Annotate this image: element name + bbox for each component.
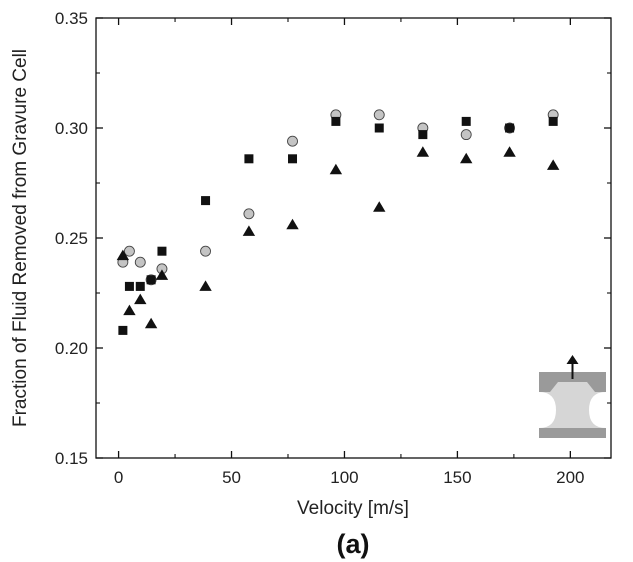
y-tick-label: 0.35 (55, 9, 88, 28)
x-tick-label: 100 (330, 468, 358, 487)
gravure-cell-icon (539, 355, 606, 438)
circle-point (243, 208, 255, 220)
square-point (548, 116, 558, 126)
square-point (146, 275, 156, 285)
x-tick-label: 0 (114, 468, 123, 487)
data-points (116, 109, 560, 335)
square-point (461, 116, 471, 126)
circle-point (123, 245, 135, 257)
square-point (418, 130, 428, 140)
square-point (288, 154, 298, 164)
circle-point (460, 129, 472, 141)
triangle-point (116, 249, 130, 261)
triangle-point (329, 163, 343, 175)
x-tick-label: 150 (443, 468, 471, 487)
x-tick-label: 50 (222, 468, 241, 487)
axis-ticks (96, 17, 611, 459)
x-tick-label: 200 (556, 468, 584, 487)
square-point (374, 123, 384, 133)
y-tick-label: 0.30 (55, 119, 88, 138)
square-point (118, 325, 128, 335)
triangle-point (373, 201, 386, 212)
square-point (157, 246, 167, 256)
y-tick-label: 0.15 (55, 449, 88, 468)
triangle-point (144, 317, 158, 329)
triangle-point (134, 293, 147, 305)
triangle-point (503, 146, 516, 157)
y-tick-label: 0.20 (55, 339, 88, 358)
triangle-point (242, 225, 256, 236)
y-tick-label: 0.25 (55, 229, 88, 248)
square-point (244, 154, 254, 164)
square-point (135, 281, 145, 291)
triangle-point (286, 218, 299, 230)
triangle-point (460, 152, 473, 164)
circle-point (134, 256, 146, 268)
x-axis-label: Velocity [m/s] (297, 498, 409, 519)
triangle-point (123, 304, 136, 316)
triangle-point (416, 146, 430, 157)
square-point (505, 123, 515, 133)
figure-caption: (a) (337, 529, 370, 559)
triangle-point (546, 159, 560, 170)
square-point (201, 196, 211, 206)
square-point (124, 281, 134, 291)
triangle-point (155, 269, 169, 280)
y-axis-label: Fraction of Fluid Removed from Gravure C… (10, 49, 31, 427)
square-point (331, 116, 341, 126)
circle-point (373, 109, 385, 121)
triangle-point (199, 280, 212, 291)
circle-point (200, 245, 212, 257)
circle-point (287, 135, 298, 147)
tick-labels: 0 50 100 150 200 0.15 0.20 0.25 0.30 0.35 (55, 9, 585, 487)
plot-frame (95, 17, 612, 459)
